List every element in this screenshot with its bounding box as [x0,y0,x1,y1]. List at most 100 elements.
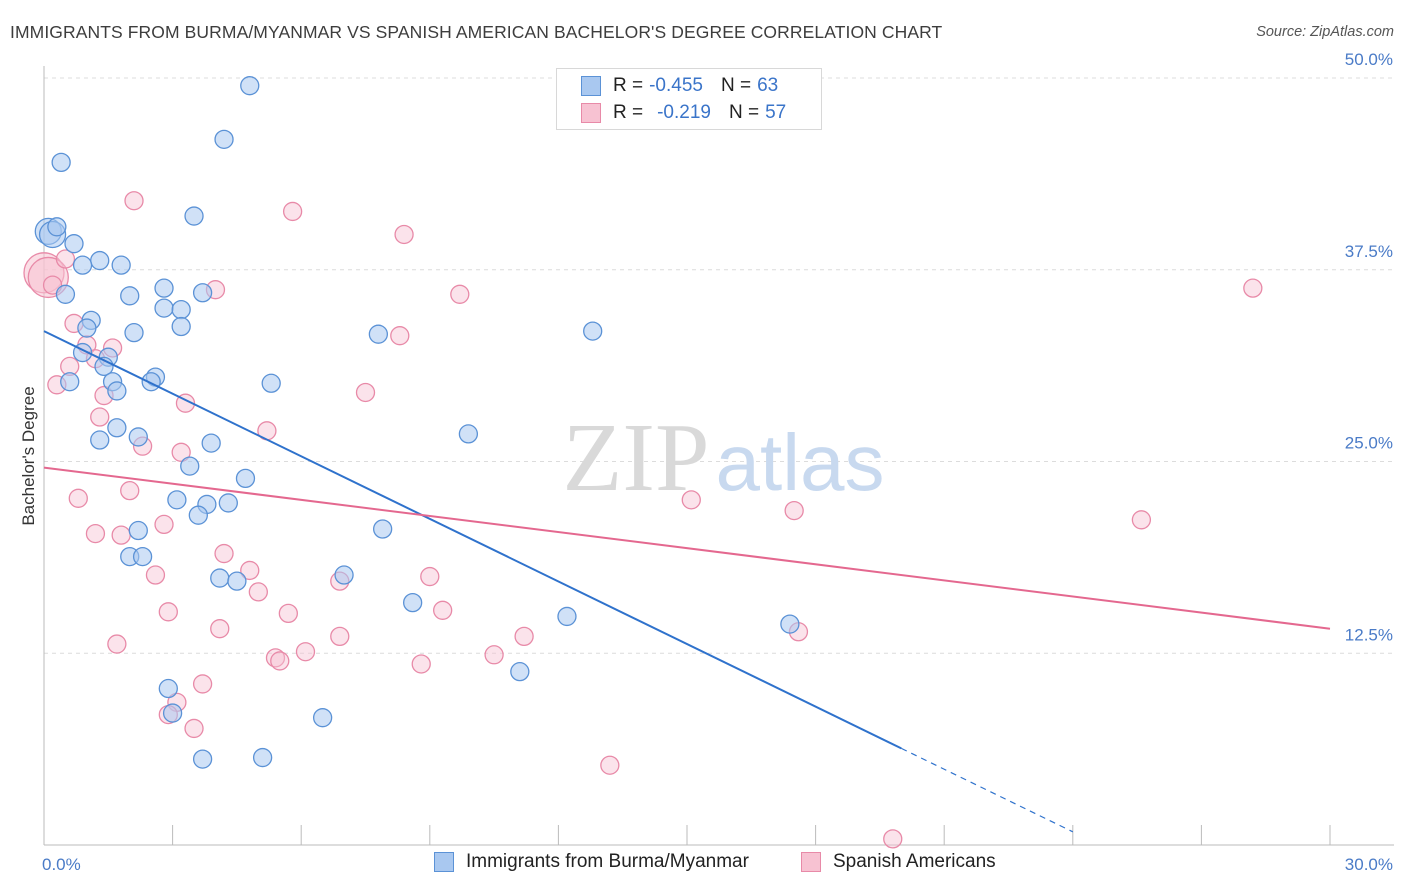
data-point-burma [120,286,140,306]
legend-n-value-spanish: 57 [765,102,787,123]
data-point-burma [107,381,127,401]
trend-lines [43,330,1331,833]
data-point-spanish [420,566,440,587]
data-point-burma [90,430,110,450]
data-point-burma [51,152,71,173]
data-point-burma [240,76,260,96]
data-point-burma [192,283,213,303]
data-point-spanish [68,488,88,508]
watermark-atlas: atlas [716,418,885,507]
data-point-burma [154,298,174,318]
data-point-spanish [484,645,504,665]
data-point-spanish [111,525,131,545]
data-point-burma [162,703,183,723]
data-point-spanish [450,284,470,304]
x-tick-label-max: 30.0% [1345,855,1393,874]
legend-row-burma: R = -0.455 N = 63 [581,73,778,99]
data-point-burma [261,373,281,393]
data-point-spanish [514,626,534,647]
data-point-spanish [55,249,76,269]
data-point-burma [214,129,234,150]
data-point-spanish [433,600,453,620]
data-point-spanish [214,543,234,564]
y-tick-label: 25.0% [1345,434,1393,453]
tick-labels: 12.5% 25.0% 37.5% 50.0% 0.0% 30.0% [42,50,1393,874]
data-point-burma [557,606,577,627]
data-point-spanish [154,514,174,535]
bottom-legend-label-spanish: Spanish Americans [833,851,996,872]
legend-swatch-blue [581,76,601,96]
data-point-burma [47,217,67,237]
data-point-burma [64,234,84,254]
data-point-spanish [390,326,410,346]
bottom-legend-burma[interactable]: Immigrants from Burma/Myanmar [434,851,749,873]
data-point-burma [180,456,200,476]
data-point-burma [128,520,148,541]
bottom-legend-swatch-pink [801,852,821,872]
legend-swatch-pink [581,103,601,123]
data-point-spanish [394,224,414,245]
data-point-burma [403,592,423,613]
chart-title: IMMIGRANTS FROM BURMA/MYANMAR VS SPANISH… [10,22,943,42]
data-point-spanish [120,480,140,501]
data-point-burma [368,324,389,344]
data-point-burma [780,614,800,634]
data-point-burma [188,505,208,525]
y-axis-title: Bachelor's Degree [19,386,38,525]
data-point-spanish [145,565,166,585]
legend-r-label: R = [613,102,644,123]
data-point-burma [334,565,354,585]
data-point-burma [227,571,247,591]
data-point-burma [171,316,191,337]
bottom-legend-swatch-blue [434,852,454,872]
data-point-spanish [270,651,290,671]
series-burma-points [34,76,800,769]
data-point-burma [312,708,333,728]
data-point-burma [72,255,93,275]
data-point-spanish [158,602,178,622]
data-point-spanish [85,523,106,544]
data-point-burma [583,321,603,341]
data-point-spanish [681,490,701,510]
data-point-burma [458,424,479,444]
data-point-spanish [355,382,376,403]
data-point-spanish [107,634,127,654]
trend-line-burma-extension [901,747,1074,833]
data-point-burma [171,299,191,320]
source-credit: Source: ZipAtlas.com [1256,24,1394,40]
data-point-spanish [1243,278,1263,298]
legend-r-label: R = [613,75,644,96]
legend-row-spanish: R = -0.219 N = 57 [581,100,786,126]
data-point-burma [372,519,393,539]
data-point-burma [210,568,230,588]
y-tick-label: 50.0% [1345,50,1393,69]
data-point-burma [167,490,187,510]
data-point-spanish [248,582,268,602]
data-point-spanish [90,407,110,427]
data-point-spanish [282,201,303,222]
bottom-legend-spanish[interactable]: Spanish Americans [801,851,996,873]
legend-n-label: N = [728,102,760,123]
data-point-spanish [124,191,144,211]
data-point-spanish [330,626,350,647]
data-point-spanish [240,560,260,581]
data-point-burma [192,749,213,769]
y-tick-label: 12.5% [1345,625,1393,644]
series-spanish-americans-points [23,191,1263,849]
data-point-burma [124,322,144,343]
trend-line-spanish [43,466,1331,630]
data-point-spanish [210,619,230,639]
data-point-burma [235,468,256,489]
data-point-burma [77,318,97,338]
y-tick-label: 37.5% [1345,242,1393,261]
data-point-spanish [784,500,804,521]
trend-line-burma [43,330,902,750]
legend-r-value-burma: -0.455 [649,75,703,96]
data-point-burma [111,255,131,275]
legend-box: R = -0.455 N = 63 R = -0.219 N = 57 [556,68,822,130]
data-point-spanish [192,674,213,694]
data-point-burma [141,372,161,392]
x-tick-label-min: 0.0% [42,855,81,874]
data-point-spanish [278,603,298,624]
